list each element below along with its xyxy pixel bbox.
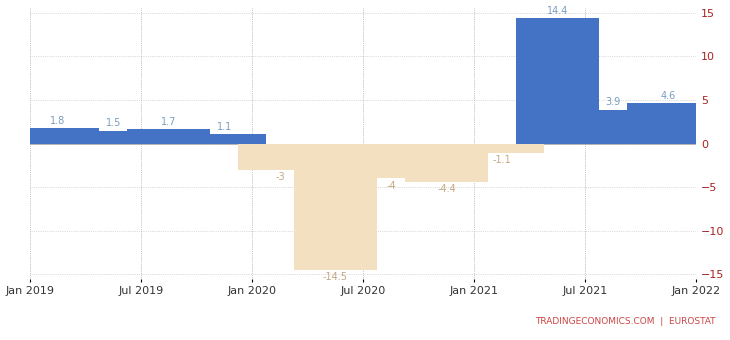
Text: 14.4: 14.4 xyxy=(547,6,568,16)
Text: 1.1: 1.1 xyxy=(217,122,232,132)
Text: 1.5: 1.5 xyxy=(106,118,121,128)
Bar xyxy=(293,143,377,270)
Bar xyxy=(627,103,710,143)
Text: -1.1: -1.1 xyxy=(493,155,511,165)
Bar xyxy=(16,128,99,143)
Text: -4: -4 xyxy=(386,181,396,191)
Text: 1.7: 1.7 xyxy=(161,117,177,126)
Text: -4.4: -4.4 xyxy=(437,184,456,194)
Bar xyxy=(516,18,599,143)
Bar xyxy=(572,109,655,143)
Text: -14.5: -14.5 xyxy=(323,272,348,282)
Bar xyxy=(182,134,266,143)
Bar xyxy=(72,131,155,143)
Text: 4.6: 4.6 xyxy=(661,91,676,101)
Bar xyxy=(238,143,321,170)
Text: 1.8: 1.8 xyxy=(50,116,66,126)
Bar xyxy=(127,129,210,143)
Bar xyxy=(461,143,544,153)
Bar xyxy=(404,143,488,182)
Bar xyxy=(349,143,432,178)
Text: -3: -3 xyxy=(275,172,285,182)
Text: 3.9: 3.9 xyxy=(605,97,620,107)
Text: TRADINGECONOMICS.COM  |  EUROSTAT: TRADINGECONOMICS.COM | EUROSTAT xyxy=(535,318,715,326)
